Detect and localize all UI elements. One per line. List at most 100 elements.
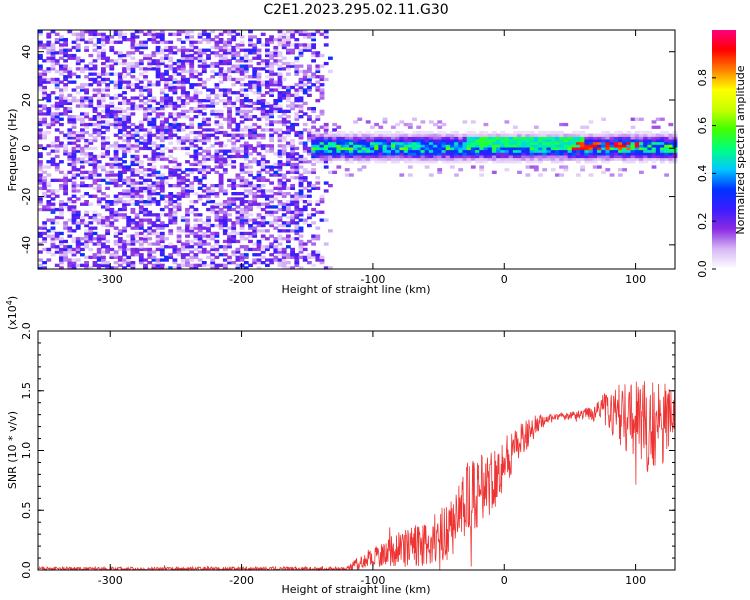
heatmap-cell [500,133,506,137]
heatmap-cell [239,245,245,249]
heatmap-cell [147,200,153,204]
heatmap-cell [462,146,468,151]
heatmap-cell [138,237,144,241]
heatmap-cell [138,104,144,108]
heatmap-cell [185,136,190,140]
heatmap-cell [235,91,241,95]
heatmap-cell [571,138,577,143]
heatmap-cell [265,221,270,225]
heatmap-cell [235,184,241,188]
heatmap-cell [46,184,52,188]
heatmap-cell [172,173,178,177]
heatmap-cell [298,181,304,185]
heatmap-cell [185,229,190,233]
heatmap-cell [630,138,636,143]
heatmap-cell [143,247,148,252]
heatmap-cell [222,99,228,103]
heatmap-cell [155,35,161,39]
heatmap-cell [126,141,132,145]
heatmap-cell [584,138,590,143]
heatmap-cell [286,154,291,159]
heatmap-cell [618,152,623,156]
heatmap-cell [273,197,279,201]
heatmap-cell [168,149,174,153]
heatmap-cell [59,210,64,214]
heatmap-cell [260,109,266,113]
heatmap-cell [96,53,102,58]
heatmap-cell [307,149,312,153]
heatmap-cell [92,67,98,71]
heatmap-cell [365,146,371,151]
heatmap-cell [231,178,237,182]
heatmap-cell [197,218,203,222]
heatmap-cell [370,157,375,161]
heatmap-cell [231,197,237,201]
heatmap-cell [622,136,627,140]
heatmap-cell [147,173,153,177]
heatmap-cell [555,130,560,135]
heatmap-cell [265,178,270,182]
heatmap-cell [126,178,132,182]
heatmap-cell [231,202,237,206]
heatmap-cell [382,120,388,124]
heatmap-cell [180,136,186,140]
heatmap-cell [357,130,363,135]
heatmap-cell [50,45,56,50]
heatmap-cell [210,38,216,42]
heatmap-cell [218,189,224,193]
heatmap-cell [67,107,73,111]
heatmap-cell [71,181,77,185]
heatmap-cell [298,43,304,47]
heatmap-cell [349,160,354,164]
heatmap-cell [597,165,602,169]
heatmap-cell [248,144,253,148]
heatmap-cell [286,43,291,47]
heatmap-cell [328,130,333,135]
heatmap-cell [517,130,522,135]
heatmap-cell [101,152,106,156]
heatmap-cell [159,154,165,159]
heatmap-cell [307,133,312,137]
heatmap-cell [113,261,119,265]
heatmap-cell [290,165,295,169]
heatmap-cell [63,133,68,137]
heatmap-cell [357,160,363,164]
heatmap-cell [256,75,262,79]
heatmap-cell [319,88,325,92]
heatmap-cell [117,117,123,121]
heatmap-cell [88,239,94,244]
heatmap-cell [189,141,195,145]
heatmap-cell [59,250,64,254]
heatmap-cell [227,67,232,71]
heatmap-cell [109,96,115,100]
heatmap-cell [151,59,157,63]
heatmap-cell [647,149,653,153]
heatmap-cell [138,40,144,44]
heatmap-cell [71,120,77,124]
heatmap-cell [50,61,56,66]
heatmap-cell [105,229,110,233]
heatmap-cell [319,133,325,137]
heatmap-cell [113,250,119,254]
heatmap-cell [332,149,337,153]
heatmap-cell [286,170,291,174]
heatmap-cell [193,223,199,228]
heatmap-cell [651,154,657,159]
heatmap-cell [122,226,127,230]
heatmap-cell [96,75,102,79]
heatmap-cell [239,93,245,97]
heatmap-cell [214,101,220,105]
heatmap-cell [101,165,106,169]
heatmap-cell [491,170,497,174]
heatmap-cell [605,146,611,151]
heatmap-cell [138,91,144,95]
heatmap-cell [239,170,245,174]
heatmap-cell [294,263,300,267]
heatmap-cell [239,234,245,238]
heatmap-cell [50,122,56,127]
heatmap-cell [395,122,400,127]
heatmap-cell [50,64,56,68]
heatmap-cell [101,237,106,241]
heatmap-cell [651,149,657,153]
